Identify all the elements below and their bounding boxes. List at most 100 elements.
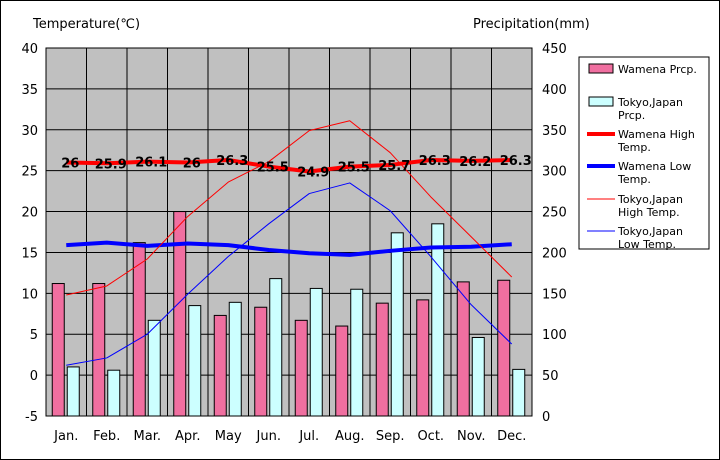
legend-label-line: Prcp.	[618, 109, 645, 122]
legend-swatch-bar	[588, 96, 614, 107]
right-tick-label: 400	[542, 83, 567, 98]
right-tick-label: 200	[542, 246, 567, 261]
legend-label: Wamena Prcp.	[618, 63, 697, 76]
x-tick-label: Jan.	[53, 429, 78, 444]
wamena-high-data-label: 25.7	[378, 159, 410, 174]
wamena-high-data-label: 26	[183, 156, 201, 171]
legend-label-line: High Temp.	[618, 206, 680, 219]
wamena-precip-bar	[51, 283, 65, 417]
tokyo-precip-bar	[471, 336, 485, 417]
tokyo-precip-bar	[309, 287, 323, 417]
wamena-high-data-label: 25.5	[257, 161, 289, 176]
data-labels: 26 25.9 26.1 26 26.3 25.5 24.9 25.5 25.7 26.3 26.2…	[61, 154, 532, 180]
wamena-precip-bar	[173, 211, 187, 417]
wamena-precip-bar	[456, 281, 470, 417]
legend-box	[578, 56, 710, 250]
tokyo-precip-bar	[269, 278, 283, 417]
wamena-high-data-label: 26.3	[500, 154, 532, 169]
left-tick-label: 5	[30, 328, 38, 343]
right-tick-label: 250	[542, 206, 567, 221]
wamena-precip-bar	[375, 302, 389, 417]
wamena-high-data-label: 25.5	[338, 161, 370, 176]
wamena-precip-bar	[294, 319, 308, 417]
left-tick-label: 10	[21, 287, 38, 302]
left-tick-label: 30	[21, 124, 38, 139]
tokyo-precip-bar	[66, 366, 80, 417]
legend-label-line: Temp.	[617, 141, 651, 154]
tokyo-precip-bar	[107, 369, 121, 417]
left-tick-label: -5	[25, 410, 38, 425]
wamena-precip-bar	[335, 325, 349, 417]
legend-label: Tokyo,Japan High Temp.	[617, 193, 683, 219]
legend-label-line: Wamena Low	[618, 160, 691, 173]
right-axis-label: Precipitation(mm)	[473, 17, 590, 32]
legend-label-line: Wamena Prcp.	[618, 63, 697, 76]
left-tick-label: 40	[21, 42, 38, 57]
legend-swatch-bar	[588, 63, 614, 74]
x-tick-label: Feb.	[93, 429, 120, 444]
x-tick-label: Aug.	[335, 429, 365, 444]
right-tick-label: 50	[542, 369, 559, 384]
tokyo-precip-bar	[431, 223, 445, 417]
tokyo-precip-bar	[350, 288, 364, 417]
right-tick-label: 300	[542, 165, 567, 180]
wamena-precip-bar	[497, 279, 511, 417]
x-tick-label: Oct.	[417, 429, 444, 444]
tokyo-high-line	[66, 120, 513, 296]
legend-label-line: Tokyo,Japan	[617, 96, 683, 109]
wamena-precip-bar	[254, 306, 268, 417]
x-tick-label: Dec.	[497, 429, 526, 444]
legend-label-line: Tokyo,Japan	[617, 193, 683, 206]
tokyo-precip-bar	[228, 301, 242, 417]
x-tick-label: Jul.	[298, 429, 319, 444]
wamena-high-data-label: 26.3	[216, 154, 248, 169]
right-tick-label: 100	[542, 328, 567, 343]
wamena-high-data-label: 26	[61, 156, 79, 171]
tokyo-precip-bar	[188, 305, 202, 417]
right-tick-label: 350	[542, 124, 567, 139]
left-axis-label: Temperature(℃)	[32, 17, 140, 32]
tokyo-precip-bar	[512, 368, 526, 417]
x-tick-label: Apr.	[175, 429, 200, 444]
tokyo-precip-bar	[147, 319, 161, 417]
wamena-low-line	[66, 240, 512, 257]
wamena-precip-bar	[416, 299, 430, 417]
gridlines	[46, 48, 532, 416]
left-tick-label: 15	[21, 246, 38, 261]
wamena-high-data-label: 25.9	[95, 157, 127, 172]
right-tick-label: 0	[542, 410, 550, 425]
tokyo-low-line	[66, 182, 513, 366]
wamena-high-line	[66, 158, 512, 174]
legend-label-line: Low Temp.	[618, 238, 676, 251]
wamena-precip-bar	[213, 314, 227, 417]
left-tick-label: 20	[21, 206, 38, 221]
tokyo-precip-bar	[390, 232, 404, 417]
wamena-high-data-label: 26.1	[135, 156, 167, 171]
x-tick-label: Sep.	[376, 429, 405, 444]
legend-label-line: Wamena High	[618, 128, 695, 141]
left-tick-label: 35	[21, 83, 38, 98]
right-tick-label: 450	[542, 42, 567, 57]
wamena-high-data-label: 24.9	[297, 165, 329, 180]
wamena-precip-bar	[132, 242, 146, 417]
precipitation-bars	[51, 211, 526, 417]
legend-label: Tokyo,Japan Prcp.	[617, 96, 683, 122]
x-tick-label: May	[215, 429, 242, 444]
wamena-high-data-label: 26.3	[419, 154, 451, 169]
left-tick-label: 0	[30, 369, 38, 384]
legend: Wamena Prcp.Tokyo,Japan Prcp.Wamena High T…	[578, 56, 710, 251]
legend-label: Tokyo,Japan Low Temp.	[617, 225, 683, 251]
wamena-precip-bar	[92, 283, 106, 417]
x-tick-label: Jun.	[256, 429, 281, 444]
legend-label-line: Tokyo,Japan	[617, 225, 683, 238]
right-tick-label: 150	[542, 287, 567, 302]
legend-label: Wamena Low Temp.	[617, 160, 691, 186]
left-tick-label: 25	[21, 165, 38, 180]
legend-label: Wamena High Temp.	[617, 128, 695, 154]
x-tick-label: Nov.	[457, 429, 486, 444]
temperature-lines	[66, 120, 513, 366]
legend-label-line: Temp.	[617, 173, 651, 186]
x-tick-label: Mar.	[134, 429, 161, 444]
